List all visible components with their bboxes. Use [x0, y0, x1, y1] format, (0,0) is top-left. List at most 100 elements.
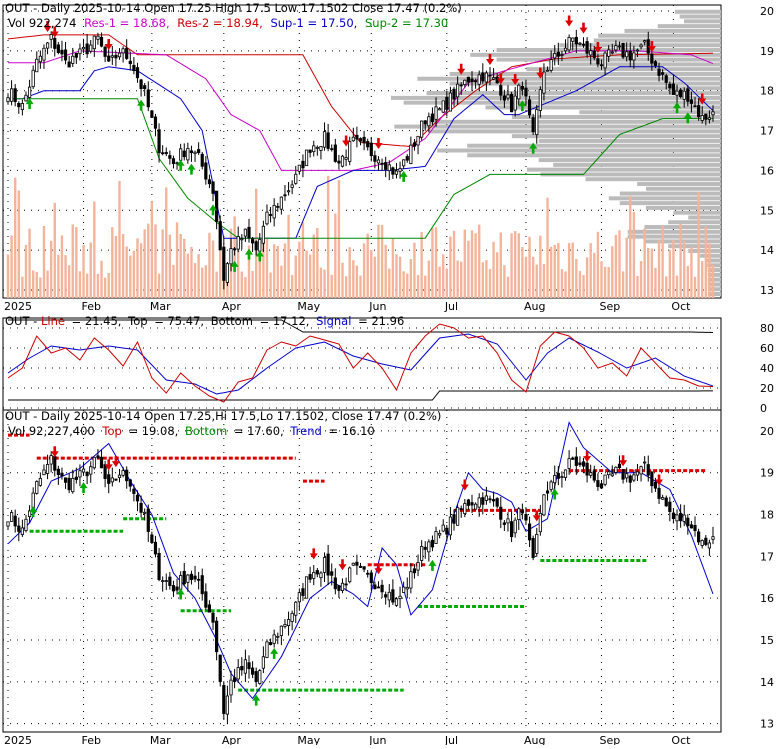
candle-body — [240, 238, 244, 241]
candle-body — [376, 159, 381, 164]
candle-body — [49, 455, 53, 465]
candle-body — [463, 503, 467, 514]
candle-body — [643, 40, 647, 43]
volume-bar — [506, 276, 510, 298]
x-tick-label: Mar — [150, 300, 171, 313]
volume-bar — [175, 222, 179, 298]
x-tick-label: 2025 — [4, 734, 32, 745]
candle-body — [578, 462, 582, 466]
volume-bar — [442, 254, 445, 298]
volume-bar — [157, 273, 161, 298]
volume-bar — [438, 266, 441, 298]
profile-bar — [467, 143, 721, 148]
panel1-info-line: Vol 922,274 Res-1 = 18.68, Res-2 = 18.94… — [8, 16, 448, 30]
candle-body — [398, 595, 402, 600]
volume-bar — [211, 240, 215, 298]
volume-bar — [49, 240, 53, 298]
volume-bar — [542, 263, 546, 298]
candle-body — [625, 473, 629, 479]
profile-bar — [645, 205, 721, 210]
candle-body — [290, 612, 294, 622]
panel3-trend-label: Trend — [289, 424, 321, 438]
y-tick-label: 19 — [760, 467, 774, 480]
candle-body — [135, 494, 140, 502]
volume-bar — [31, 270, 35, 298]
x-tick-label: May — [297, 734, 320, 745]
profile-bar — [449, 81, 721, 86]
candle-body — [204, 162, 208, 180]
candle-body — [693, 524, 697, 532]
candle-body — [35, 58, 39, 73]
panel2-line-value: = 21.45, — [72, 314, 122, 328]
panel1-candles — [6, 29, 715, 290]
candle-body — [438, 108, 442, 111]
candle-body — [524, 87, 528, 97]
candle-body — [445, 527, 449, 535]
sup1-line — [8, 66, 714, 239]
candle-body — [315, 570, 319, 575]
volume-bar — [402, 271, 405, 298]
volume-bar — [71, 224, 74, 298]
y-tick-label: 17 — [760, 550, 774, 563]
candle-body — [215, 190, 219, 222]
volume-bar — [348, 247, 351, 298]
volume-bar — [215, 271, 218, 298]
candle-body — [117, 52, 122, 58]
volume-bar — [247, 245, 251, 298]
candle-body — [78, 48, 82, 55]
candle-body — [481, 72, 485, 82]
candle-body — [538, 513, 542, 533]
volume-bar — [46, 270, 49, 298]
volume-bar — [355, 265, 359, 298]
candle-body — [35, 481, 39, 494]
candle-body — [556, 472, 560, 479]
candle-body — [689, 524, 694, 529]
candle-body — [204, 591, 208, 608]
volume-bar — [657, 240, 661, 298]
profile-bar — [559, 62, 721, 67]
buy-arrow — [255, 250, 264, 262]
sell-arrow — [532, 510, 541, 522]
candle-body — [441, 524, 445, 532]
candle-body — [243, 659, 247, 674]
candle-body — [495, 498, 499, 507]
panel2-y-ticks: 0 20 40 60 80 — [760, 322, 774, 415]
sell-arrow — [619, 455, 628, 467]
volume-bar — [589, 243, 592, 298]
candle-body — [517, 508, 521, 520]
profile-bar — [637, 181, 721, 186]
candle-body — [423, 120, 427, 125]
candle-body — [527, 99, 532, 116]
profile-bar — [517, 86, 721, 91]
buy-arrow — [176, 588, 185, 600]
profile-bar — [707, 268, 721, 273]
candle-body — [700, 115, 704, 121]
candle-body — [6, 97, 10, 103]
volume-bar — [57, 254, 60, 298]
candle-body — [355, 134, 359, 140]
candle-body — [107, 55, 111, 62]
volume-bar — [449, 236, 452, 298]
candle-body — [89, 466, 93, 475]
candle-body — [276, 635, 280, 638]
panel2-lines — [7, 319, 714, 403]
volume-bar — [60, 235, 64, 298]
sup2-line — [8, 98, 713, 239]
candle-body — [268, 642, 273, 646]
profile-bar — [707, 277, 721, 282]
candle-body — [168, 155, 172, 159]
profile-bar — [668, 220, 721, 225]
candle-body — [607, 49, 611, 57]
candle-body — [175, 586, 179, 591]
candle-body — [438, 533, 442, 536]
sell-arrow — [565, 15, 574, 27]
candle-body — [592, 50, 596, 59]
candle-body — [682, 90, 686, 100]
candle-body — [236, 236, 240, 250]
candle-body — [351, 136, 355, 142]
volume-bar — [362, 243, 366, 298]
candle-body — [366, 141, 370, 148]
sell-arrow — [104, 459, 113, 471]
candle-body — [139, 79, 143, 89]
candle-body — [621, 42, 625, 58]
